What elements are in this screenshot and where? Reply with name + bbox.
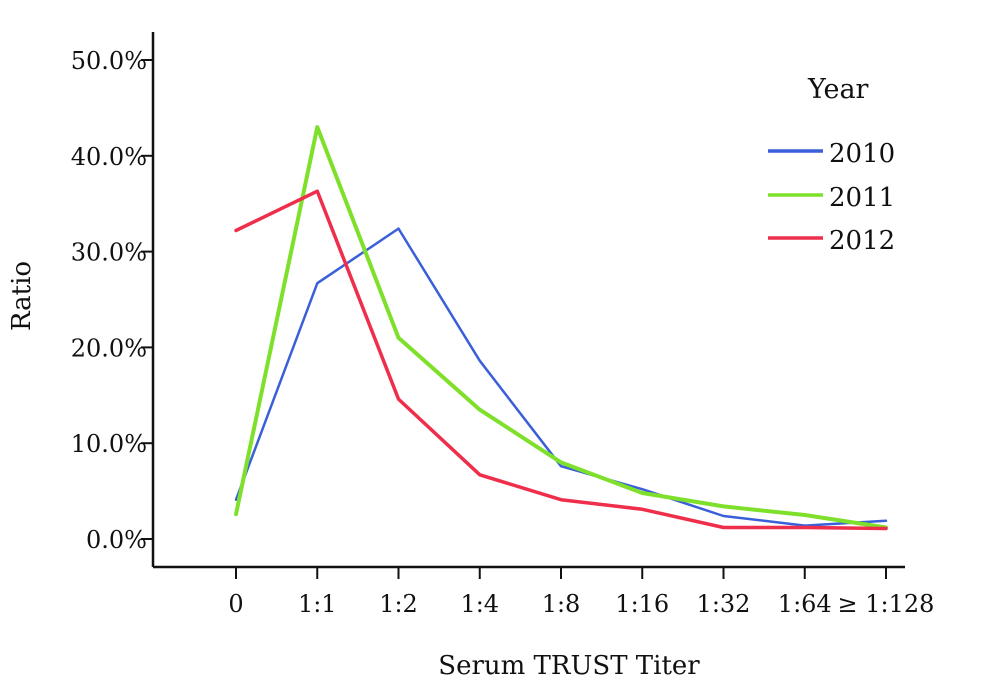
legend-title: Year — [807, 74, 869, 105]
series-lines — [234, 125, 888, 531]
y-tick-label: 20.0% — [71, 334, 147, 362]
x-tick-label: 1:16 — [615, 590, 669, 618]
x-tick-label: 1:64 — [778, 590, 832, 618]
x-ticks: 0 1:1 1:2 1:4 1:8 1:16 1:32 1:64 ≥ 1:128 — [228, 567, 934, 618]
x-axis-title: Serum TRUST Titer — [438, 651, 700, 681]
legend: Year 2010 2011 2012 — [768, 74, 895, 256]
series-line-2011 — [234, 125, 888, 530]
y-tick-label: 30.0% — [71, 239, 147, 267]
y-tick-label: 0.0% — [86, 526, 147, 554]
y-ticks: 0.0% 10.0% 20.0% 30.0% 40.0% 50.0% — [71, 47, 153, 554]
x-tick-label: 1:2 — [379, 590, 418, 618]
x-tick-label: 1:8 — [542, 590, 581, 618]
y-axis-title: Ratio — [7, 261, 37, 331]
x-tick-label: 1:1 — [298, 590, 337, 618]
axes — [151, 32, 905, 569]
legend-label-2011: 2011 — [829, 183, 895, 213]
x-tick-label: ≥ 1:128 — [838, 590, 935, 618]
legend-label-2010: 2010 — [829, 139, 895, 169]
series-line-2012 — [234, 189, 888, 531]
legend-label-2012: 2012 — [829, 226, 895, 256]
x-tick-label: 1:32 — [697, 590, 751, 618]
y-tick-label: 10.0% — [71, 430, 147, 458]
x-tick-label: 1:4 — [460, 590, 499, 618]
x-tick-label: 0 — [228, 590, 243, 618]
y-tick-label: 50.0% — [71, 47, 147, 75]
y-tick-label: 40.0% — [71, 143, 147, 171]
series-line-2010 — [234, 227, 888, 527]
